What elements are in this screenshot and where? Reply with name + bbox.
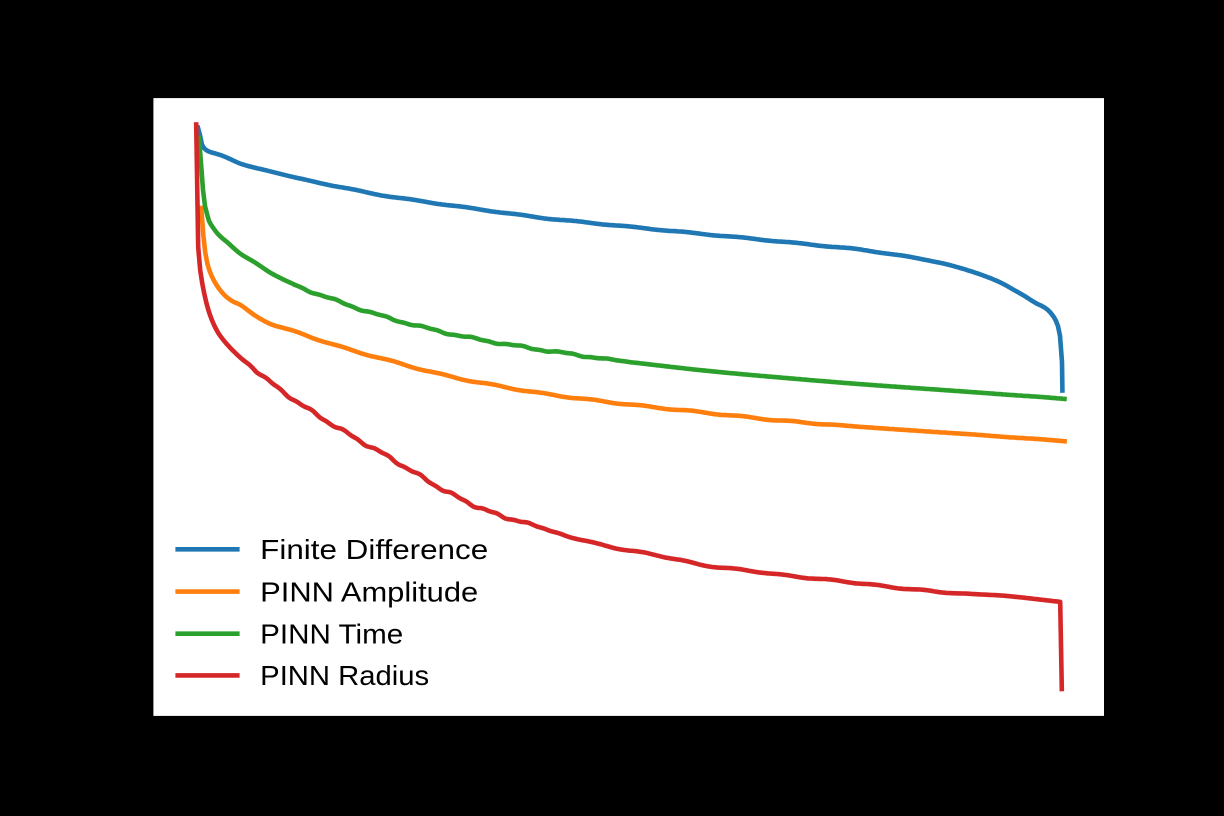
svg-text:PINN Radius: PINN Radius xyxy=(260,660,429,691)
svg-text:PINN Time: PINN Time xyxy=(260,618,403,649)
svg-text:Finite Difference: Finite Difference xyxy=(260,534,488,565)
svg-text:PINN Amplitude: PINN Amplitude xyxy=(260,576,478,607)
